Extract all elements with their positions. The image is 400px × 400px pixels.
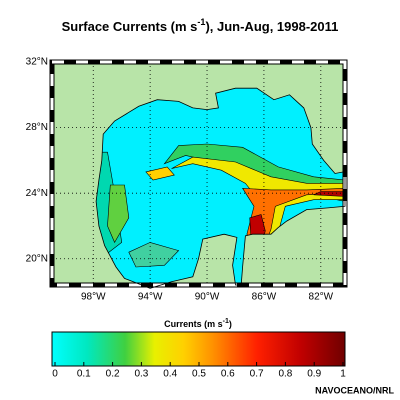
colorbar-tick-label: 0.9 [307,369,321,380]
lat-label: 32°N [26,57,48,68]
coastline [95,87,346,289]
lon-label: 90°W [195,292,220,303]
colorbar-tick-label: 0 [52,369,58,380]
ocean-base [96,88,345,289]
lat-label: 28°N [26,122,48,133]
colorbar-tick-label: 0.4 [163,369,177,380]
colorbar-tick-label: 0.5 [192,369,206,380]
colorbar-label: Currents (m s-1) [164,318,232,330]
lon-label: 94°W [138,292,163,303]
lon-label: 98°W [81,292,106,303]
title: Surface Currents (m s-1), Jun-Aug, 1998-… [62,17,339,34]
colorbar-tick-label: 0.1 [77,369,91,380]
lon-label: 82°W [309,292,334,303]
lat-label: 24°N [26,188,48,199]
current-ring [145,166,175,181]
map-frame-checker [50,60,347,287]
colorbar-tick-label: 0.7 [250,369,264,380]
current-west [107,184,130,244]
colorbar-tick-label: 0.3 [134,369,148,380]
current-core [242,187,345,260]
credit: NAVOCEANO/NRL [315,385,394,395]
colorbar [51,331,346,367]
colorbar-tick-label: 0.6 [221,369,235,380]
lat-label: 20°N [26,253,48,264]
current-strait [313,191,345,197]
lon-label: 86°W [252,292,277,303]
current-bay [128,242,180,268]
colorbar-tick-label: 0.8 [278,369,292,380]
colorbar-tick-label: 1 [340,369,346,380]
colorbar-tick-label: 0.2 [106,369,120,380]
